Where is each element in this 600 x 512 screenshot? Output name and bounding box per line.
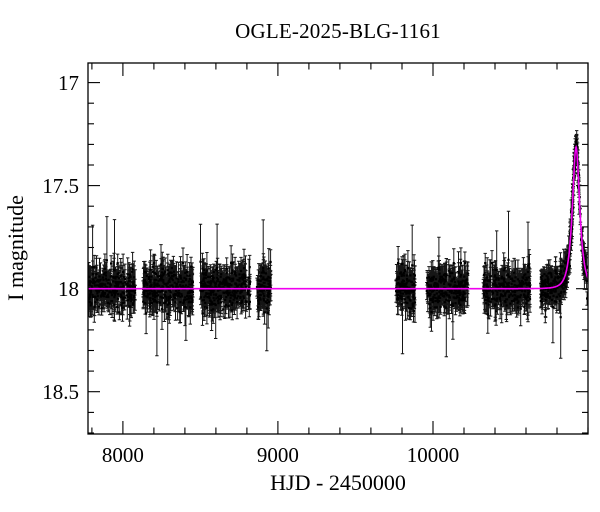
plot-frame xyxy=(87,62,589,435)
x-tick-label: 8000 xyxy=(102,443,144,467)
y-axis-label: I magnitude xyxy=(3,195,28,301)
y-tick-labels: 17 17.5 18 18.5 xyxy=(42,71,79,404)
x-axis-label: HJD - 2450000 xyxy=(270,470,406,495)
data-points xyxy=(88,138,588,319)
error-bars xyxy=(88,130,588,366)
axis-ticks xyxy=(88,63,589,434)
model-curve xyxy=(88,144,588,290)
x-tick-label: 10000 xyxy=(407,443,460,467)
data-points-group xyxy=(88,130,588,366)
y-tick-label: 18.5 xyxy=(42,380,79,404)
y-tick-label: 17.5 xyxy=(42,174,79,198)
chart-title: OGLE-2025-BLG-1161 xyxy=(235,19,441,43)
x-tick-label: 9000 xyxy=(257,443,299,467)
y-tick-label: 18 xyxy=(58,277,79,301)
x-tick-labels: 8000 9000 10000 xyxy=(102,443,459,467)
y-tick-label: 17 xyxy=(58,71,79,95)
